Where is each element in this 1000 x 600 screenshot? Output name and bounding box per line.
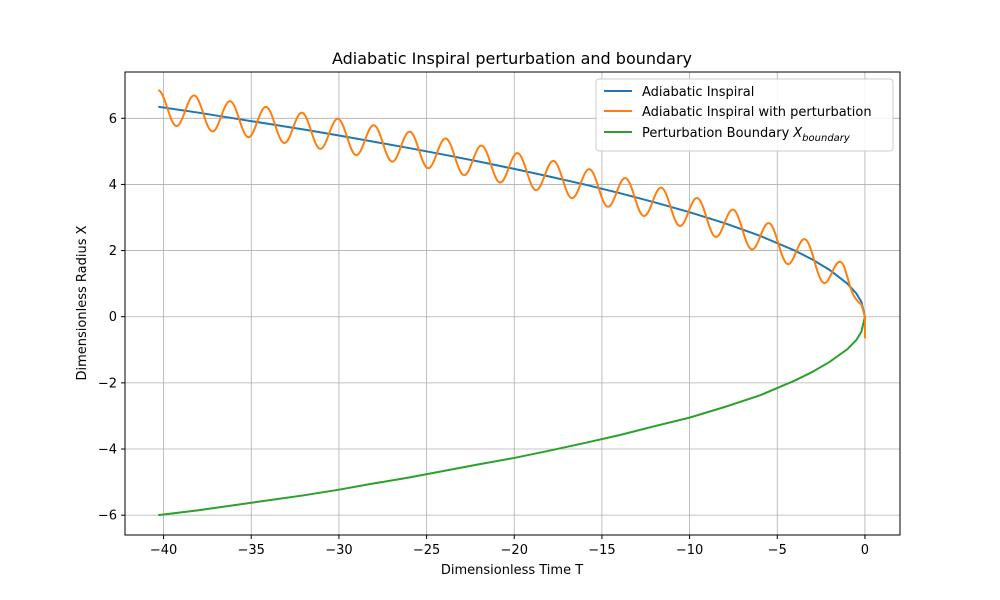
x-tick-label: −5 [768, 543, 787, 558]
series-layer [158, 89, 866, 517]
y-tick-label: 2 [109, 244, 117, 259]
series-line-perturbation [158, 89, 866, 339]
y-axis: −6 −4 −2 0 2 4 6 [98, 112, 125, 524]
x-tick-label: −30 [325, 543, 352, 558]
x-tick-label: 0 [861, 543, 869, 558]
y-tick-label: 0 [109, 310, 117, 325]
series-line-adiabatic [158, 105, 866, 317]
y-tick-label: −2 [98, 376, 117, 391]
x-tick-label: −15 [588, 543, 615, 558]
legend-label-boundary-subscript: boundary [802, 133, 851, 144]
legend-label-boundary-symbol: X [792, 126, 803, 141]
y-tick-label: 4 [109, 178, 117, 193]
plot-frame [124, 71, 901, 536]
x-axis: −40 −35 −30 −25 −20 −15 −10 −5 0 [150, 535, 869, 558]
x-tick-label: −10 [676, 543, 703, 558]
x-axis-label: Dimensionless Time T [441, 563, 583, 578]
x-tick-label: −25 [413, 543, 440, 558]
legend-label-boundary-main: Perturbation Boundary [642, 126, 790, 141]
chart-title: Adiabatic Inspiral perturbation and boun… [332, 49, 692, 68]
legend-label-perturbation: Adiabatic Inspiral with perturbation [642, 105, 872, 120]
legend-label-boundary: Perturbation Boundary Xboundary [642, 126, 851, 144]
y-axis-label: Dimensionless Radius X [75, 225, 90, 380]
y-tick-label: −6 [98, 509, 117, 524]
y-tick-label: −4 [98, 443, 117, 458]
series-line-boundary [158, 316, 866, 517]
legend-box [595, 78, 894, 152]
x-tick-label: −20 [501, 543, 528, 558]
x-tick-label: −35 [238, 543, 265, 558]
x-tick-label: −40 [150, 543, 177, 558]
legend-label-adiabatic: Adiabatic Inspiral [642, 85, 754, 100]
y-tick-label: 6 [109, 112, 117, 127]
legend: Adiabatic Inspiral Adiabatic Inspiral wi… [595, 78, 894, 152]
